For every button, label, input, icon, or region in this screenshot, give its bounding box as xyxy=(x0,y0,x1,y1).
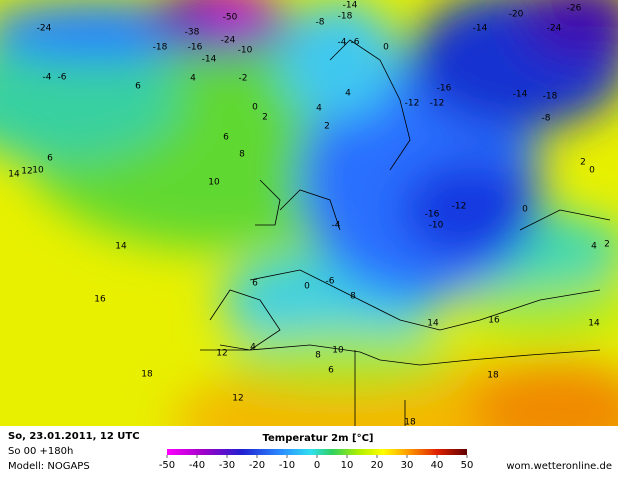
map-label: -14 xyxy=(343,1,358,11)
map-label: 4 xyxy=(316,104,322,114)
map-label: 18 xyxy=(141,370,153,380)
source: wom.wetteronline.de xyxy=(506,461,612,472)
map-label: -16 xyxy=(437,84,452,94)
run: So 00 +180h xyxy=(8,446,73,457)
map-label: -24 xyxy=(547,24,562,34)
map-label: -12 xyxy=(452,202,467,212)
colorbar-tick-label: -20 xyxy=(249,460,265,471)
map-label: 8 xyxy=(350,292,356,302)
map-label: 4 xyxy=(345,89,351,99)
map-label: 0 xyxy=(589,166,595,176)
colorbar-tick-label: -10 xyxy=(279,460,295,471)
map-label: -18 xyxy=(153,43,168,53)
map-label: 0 xyxy=(383,43,389,53)
coastline xyxy=(200,39,611,426)
colorbar-tick-label: 20 xyxy=(371,460,384,471)
map-label: -4 xyxy=(332,221,341,231)
map-label: -24 xyxy=(37,24,52,34)
map-label: -8 xyxy=(542,114,551,124)
map-label: 6 xyxy=(328,366,334,376)
map-label: -4 xyxy=(43,73,52,83)
map-label: 14 xyxy=(115,242,127,252)
map-label: 6 xyxy=(47,154,53,164)
map-label: 12 xyxy=(232,394,243,404)
map-label: 14 xyxy=(588,319,600,329)
map-label: -14 xyxy=(202,55,217,65)
map-label: -8 xyxy=(316,18,325,28)
map-label: 16 xyxy=(94,295,106,305)
colorbar-tick-label: 40 xyxy=(431,460,444,471)
map-label: -12 xyxy=(405,99,420,109)
map-label: 14 xyxy=(427,319,439,329)
map-label: 14 xyxy=(8,170,20,180)
map-label: -2 xyxy=(239,74,248,84)
map-labels: -24-50-38-24-18 -16 -10-14-4 -664 -202681014… xyxy=(8,1,610,428)
colorbar-tick-label: -50 xyxy=(159,460,175,471)
map-label: 6 xyxy=(252,279,258,289)
map-label: -50 xyxy=(223,13,238,23)
colorbar-tick-label: 30 xyxy=(401,460,414,471)
map-label: 10 xyxy=(32,166,44,176)
colorbar-ticks: -50 -40 -30 -20 -10 0 10 20 30 40 50 xyxy=(159,455,474,471)
map-label: -14 xyxy=(513,90,528,100)
map-label: 0 xyxy=(522,205,528,215)
map-label: -16 xyxy=(188,43,203,53)
map-label: -14 xyxy=(473,24,488,34)
map-label: 12 xyxy=(216,349,227,359)
map-label: -10 xyxy=(429,221,444,231)
map-label: -6 xyxy=(326,277,335,287)
map-label: -24 xyxy=(221,36,236,46)
map-label: -4 xyxy=(338,38,347,48)
map-label: 4 xyxy=(591,242,597,252)
map-label: -26 xyxy=(567,4,582,14)
map-label: 2 xyxy=(604,240,610,250)
map-label: 6 xyxy=(223,133,229,143)
map-label: -10 xyxy=(238,46,253,56)
map-label: -18 xyxy=(543,92,558,102)
colorbar-tick-label: -30 xyxy=(219,460,235,471)
date: So, 23.01.2011, 12 UTC xyxy=(8,431,140,442)
map-label: 16 xyxy=(488,316,500,326)
map-label: 8 xyxy=(315,351,321,361)
map-label: 18 xyxy=(487,371,499,381)
map-label: 18 xyxy=(404,418,416,428)
map-label: 10 xyxy=(208,178,220,188)
model: Modell: NOGAPS xyxy=(8,461,90,472)
map-label: 8 xyxy=(239,150,245,160)
colorbar-tick-label: 50 xyxy=(461,460,474,471)
map-label: 2 xyxy=(324,122,330,132)
map-label: 2 xyxy=(262,113,268,123)
map-label: -38 xyxy=(185,28,200,38)
colorbar xyxy=(167,449,467,455)
map-label: -16 xyxy=(425,210,440,220)
map-label: 0 xyxy=(252,103,258,113)
map-label: 2 xyxy=(580,158,586,168)
map-label: 6 xyxy=(135,82,141,92)
map-label: -20 xyxy=(509,10,524,20)
colorbar-tick-label: -40 xyxy=(189,460,205,471)
map-label: -12 xyxy=(430,99,445,109)
map-label: 10 xyxy=(332,346,344,356)
map-label: 4 xyxy=(190,74,196,84)
map-label: -6 xyxy=(58,73,67,83)
map-label: 12 xyxy=(21,167,32,177)
map-label: -6 xyxy=(351,38,360,48)
map-label: -18 xyxy=(338,12,353,22)
colorbar-tick-label: 10 xyxy=(341,460,354,471)
colorbar-tick-label: 0 xyxy=(314,460,320,471)
legend-title: Temperatur 2m [°C] xyxy=(263,433,374,444)
map-label: 4 xyxy=(250,343,256,353)
map-label: 0 xyxy=(304,282,310,292)
